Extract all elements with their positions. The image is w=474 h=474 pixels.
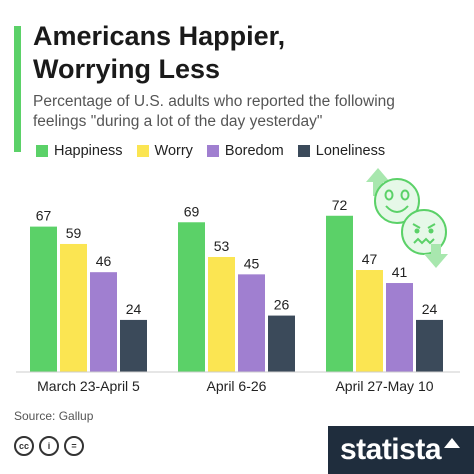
title-line-1: Americans Happier, xyxy=(33,21,286,51)
bar-happiness-april-27-may-10 xyxy=(326,215,353,372)
legend-item-boredom: Boredom xyxy=(206,143,284,159)
data-label-happiness-april-6-26: 69 xyxy=(184,203,200,219)
mood-illustration xyxy=(366,168,448,268)
up-arrow-icon xyxy=(366,168,390,196)
bar-worry-april-6-26 xyxy=(208,256,235,372)
page-title: Americans Happier, Worrying Less xyxy=(33,20,453,86)
x-axis-labels: March 23-April 5 April 6-26 April 27-May 1… xyxy=(37,378,434,394)
legend-label-worry: Worry xyxy=(154,143,193,159)
data-label-happiness-march-23-april-5: 67 xyxy=(36,208,52,224)
source-note: Source: Gallup xyxy=(14,409,94,423)
legend-swatch-worry xyxy=(136,145,149,157)
bar-happiness-march-23-april-5 xyxy=(30,226,57,372)
brand-name: statista xyxy=(339,433,442,466)
legend-swatch-loneliness xyxy=(297,145,310,157)
statista-logo[interactable]: statista xyxy=(328,426,474,474)
bar-loneliness-april-27-may-10 xyxy=(416,319,443,372)
bar-loneliness-april-6-26 xyxy=(268,315,295,372)
data-label-boredom-march-23-april-5: 46 xyxy=(96,253,112,269)
x-tick-label-april-27-may-10: April 27-May 10 xyxy=(335,378,433,394)
x-tick-label-march-23-april-5: March 23-April 5 xyxy=(37,378,140,394)
data-label-loneliness-april-6-26: 26 xyxy=(274,297,290,313)
legend-label-loneliness: Loneliness xyxy=(315,143,386,159)
data-label-worry-april-27-may-10: 47 xyxy=(362,251,378,267)
data-label-happiness-april-27-may-10: 72 xyxy=(332,197,348,213)
bar-loneliness-march-23-april-5 xyxy=(120,319,147,372)
legend-item-loneliness: Loneliness xyxy=(297,143,386,159)
chart-legend: Happiness Worry Boredom Loneliness xyxy=(36,142,399,160)
legend-item-happiness: Happiness xyxy=(36,143,123,159)
legend-item-worry: Worry xyxy=(136,143,193,159)
data-label-loneliness-april-27-may-10: 24 xyxy=(422,301,438,317)
legend-swatch-boredom xyxy=(206,145,219,157)
bar-worry-march-23-april-5 xyxy=(60,243,87,372)
legend-label-happiness: Happiness xyxy=(54,143,123,159)
happy-face-icon xyxy=(374,178,420,224)
bars-layer: 67 59 46 24 69 53 45 26 72 47 41 24 xyxy=(30,197,443,372)
legend-swatch-happiness xyxy=(36,145,48,157)
bar-worry-april-27-may-10 xyxy=(356,270,383,372)
legend-label-boredom: Boredom xyxy=(224,143,284,159)
x-tick-label-april-6-26: April 6-26 xyxy=(207,378,267,394)
no-derivatives-icon[interactable]: = xyxy=(64,436,84,456)
bar-boredom-april-27-may-10 xyxy=(386,283,413,372)
accent-bar xyxy=(14,26,21,152)
bar-happiness-april-6-26 xyxy=(178,222,205,372)
subtitle-line-2: feelings "during a lot of the day yester… xyxy=(33,113,323,130)
data-label-worry-april-6-26: 53 xyxy=(214,238,230,254)
creative-commons-icon[interactable]: cc xyxy=(14,436,34,456)
license-icons: cc i = xyxy=(14,436,89,456)
subtitle-line-1: Percentage of U.S. adults who reported t… xyxy=(33,93,395,110)
data-label-boredom-april-6-26: 45 xyxy=(244,255,260,271)
chart-subtitle: Percentage of U.S. adults who reported t… xyxy=(33,92,463,132)
data-label-boredom-april-27-may-10: 41 xyxy=(392,264,408,280)
attribution-icon[interactable]: i xyxy=(39,436,59,456)
data-label-worry-march-23-april-5: 59 xyxy=(66,225,82,241)
bar-boredom-april-6-26 xyxy=(238,274,265,372)
brand-arrow-icon xyxy=(444,438,460,448)
data-label-loneliness-march-23-april-5: 24 xyxy=(126,301,142,317)
down-arrow-icon xyxy=(424,244,448,268)
title-line-2: Worrying Less xyxy=(33,54,221,84)
bar-boredom-march-23-april-5 xyxy=(90,272,117,372)
